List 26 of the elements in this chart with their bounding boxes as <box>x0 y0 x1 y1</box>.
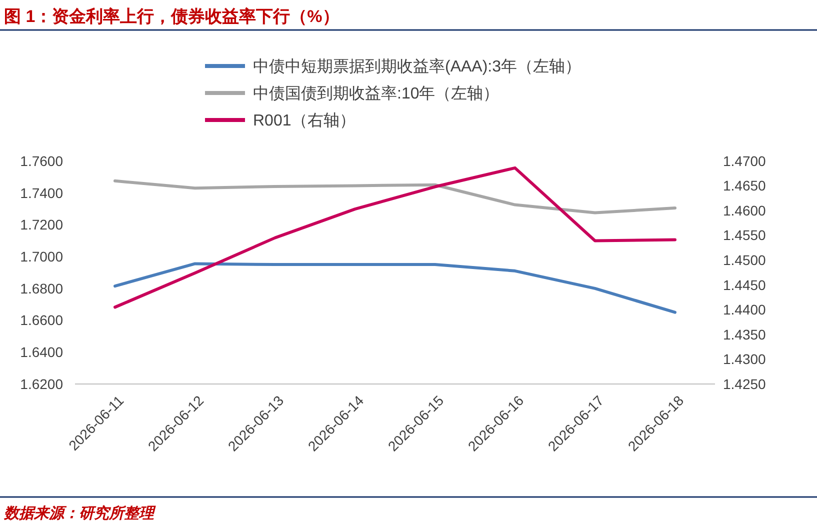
y-tick-label: 1.6400 <box>20 344 64 360</box>
y-tick-label: 1.7200 <box>20 216 64 233</box>
y2-tick-label: 1.4350 <box>723 326 766 342</box>
y2-tick-label: 1.4600 <box>723 202 766 218</box>
y-tick-label: 1.6800 <box>20 280 64 296</box>
y2-tick-label: 1.4700 <box>723 152 766 169</box>
y-tick-label: 1.7000 <box>20 248 64 264</box>
y-tick-label: 1.7600 <box>20 152 64 169</box>
y2-tick-label: 1.4450 <box>723 276 766 293</box>
y2-tick-label: 1.4500 <box>723 252 766 268</box>
chart-title: 图 1：资金利率上行，债券收益率下行（%） <box>4 7 340 26</box>
y2-tick-label: 1.4650 <box>723 178 766 194</box>
y-tick-label: 1.6200 <box>20 376 64 392</box>
y2-tick-label: 1.4550 <box>723 227 766 244</box>
line-series <box>114 262 676 314</box>
line-series <box>114 166 676 309</box>
y-tick-label: 1.6600 <box>20 312 64 328</box>
y-tick-label: 1.7400 <box>20 184 64 201</box>
legend-label: 中债国债到期收益率:10年（左轴） <box>253 84 500 103</box>
y2-tick-label: 1.4400 <box>723 302 766 318</box>
y2-tick-label: 1.4300 <box>723 351 766 368</box>
legend-label: R001（右轴） <box>253 112 356 130</box>
line-series <box>114 179 676 214</box>
y2-tick-label: 1.4250 <box>723 376 766 392</box>
source-note: 数据来源：研究所整理 <box>3 504 156 522</box>
legend-label: 中债中短期票据到期收益率(AAA):3年（左轴） <box>253 58 582 76</box>
